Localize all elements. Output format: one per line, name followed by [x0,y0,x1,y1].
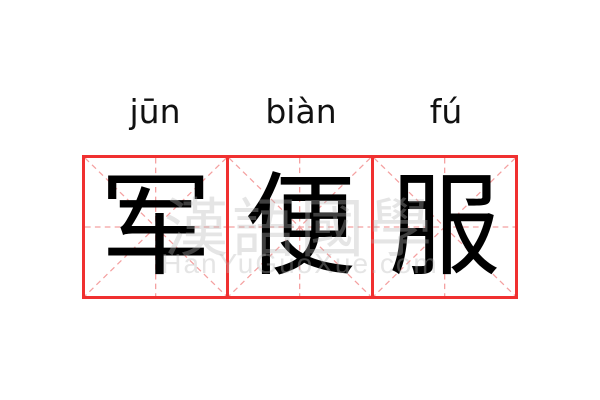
character-1: 军 [99,162,212,292]
grid-cell-3: 服 [370,158,515,296]
guide-lines [85,158,227,296]
grid-cell-1: 军 [85,158,227,296]
character-grid: 军 便 服 [82,155,518,299]
character-3: 服 [388,162,501,292]
character-2: 便 [243,162,356,292]
pinyin-3: fú [429,92,463,131]
pinyin-1: jūn [129,92,181,131]
guide-lines [229,158,371,296]
pinyin-2: biàn [265,92,337,131]
guide-lines [373,158,515,296]
grid-cell-2: 便 [226,158,371,296]
